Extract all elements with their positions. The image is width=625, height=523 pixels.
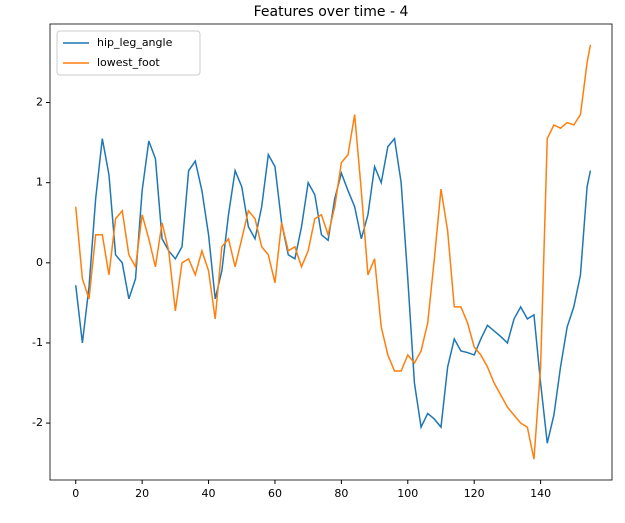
x-tick-label: 100 (397, 487, 418, 500)
legend-label: hip_leg_angle (97, 36, 173, 49)
series-line (74, 44, 592, 460)
series-line (74, 136, 592, 444)
x-tick-label: 20 (135, 487, 149, 500)
x-tick-label: 120 (464, 487, 485, 500)
y-tick-label: -1 (32, 336, 43, 349)
y-tick-label: 2 (36, 96, 43, 109)
legend-label: lowest_foot (97, 56, 160, 69)
x-tick-label: 80 (334, 487, 348, 500)
y-tick-label: 0 (36, 256, 43, 269)
y-tick-label: -2 (32, 416, 43, 429)
x-tick-label: 40 (202, 487, 216, 500)
legend-box (56, 30, 201, 76)
axes-frame (49, 23, 613, 481)
x-tick-label: 60 (268, 487, 282, 500)
x-tick-label: 0 (72, 487, 79, 500)
chart-title: Features over time - 4 (254, 4, 409, 20)
y-tick-label: 1 (36, 176, 43, 189)
x-tick-label: 140 (530, 487, 551, 500)
